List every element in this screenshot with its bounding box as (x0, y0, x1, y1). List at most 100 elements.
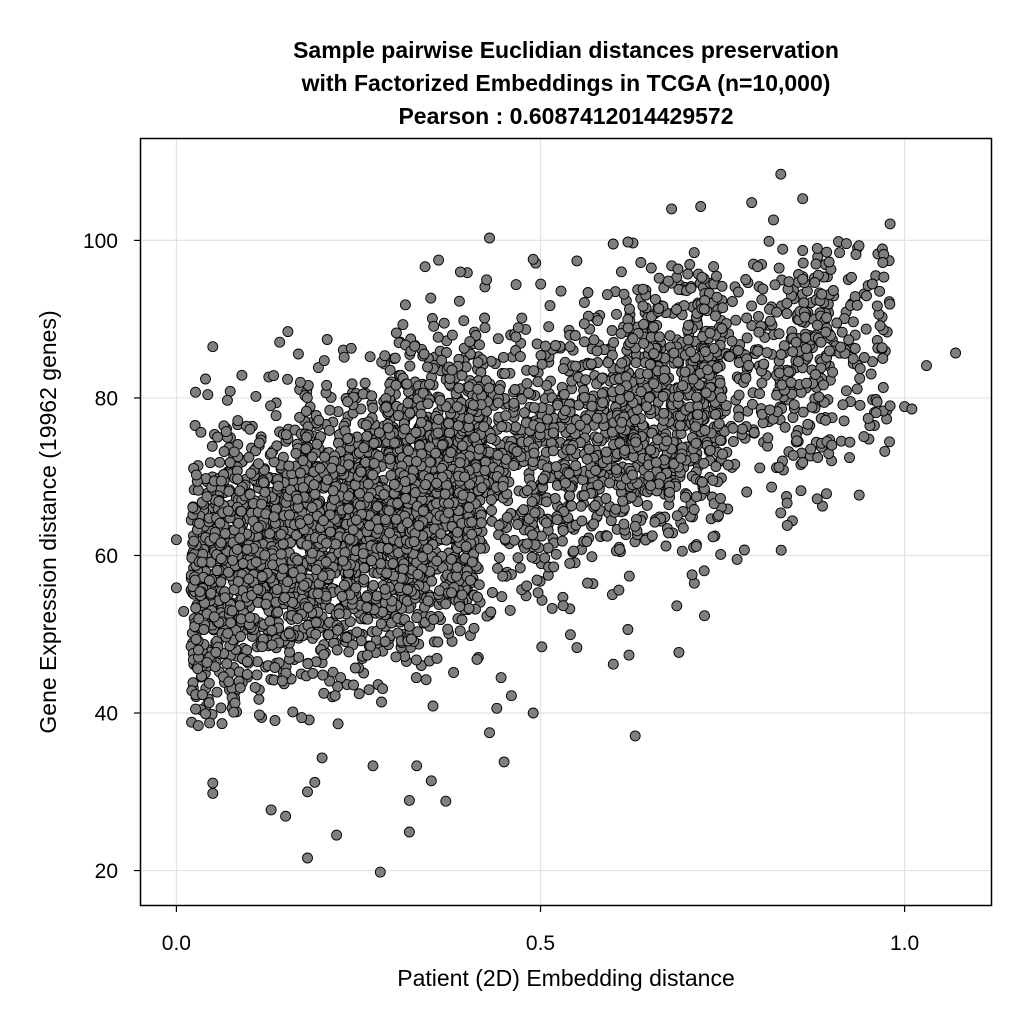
scatter-point (204, 717, 216, 729)
scatter-point (564, 629, 576, 641)
scatter-point (715, 392, 727, 404)
scatter-point (187, 502, 199, 513)
scatter-point (468, 622, 480, 634)
scatter-point (682, 334, 694, 346)
scatter-point (483, 382, 495, 394)
scatter-point (467, 399, 479, 411)
scatter-point (265, 400, 277, 412)
scatter-point (627, 469, 638, 481)
scatter-point (834, 247, 846, 259)
scatter-point (781, 297, 793, 309)
x-axis-label: Patient (2D) Embedding distance (397, 965, 735, 991)
scatter-point (496, 421, 508, 433)
scatter-point (284, 509, 295, 521)
scatter-point (460, 541, 472, 552)
scatter-point (777, 243, 789, 255)
scatter-point (509, 384, 521, 395)
scatter-point (170, 534, 182, 546)
scatter-point (716, 323, 728, 334)
scatter-point (232, 415, 244, 427)
scatter-point (854, 399, 866, 411)
scatter-point (266, 624, 278, 636)
scatter-point (733, 389, 745, 401)
scatter-point (711, 270, 722, 282)
scatter-point (531, 574, 543, 586)
scatter-point (679, 366, 691, 378)
scatter-point (253, 458, 264, 470)
scatter-point (527, 253, 539, 265)
scatter-point (452, 526, 463, 538)
scatter-point (775, 349, 787, 360)
scatter-point (495, 672, 507, 684)
scatter-point (324, 526, 336, 538)
y-tick-label: 100 (83, 230, 118, 253)
scatter-point (389, 352, 401, 364)
scatter-point (504, 604, 516, 616)
scatter-point (235, 631, 247, 642)
scatter-point (451, 562, 463, 573)
scatter-point (663, 527, 674, 539)
scatter-point (643, 470, 655, 482)
scatter-point (629, 414, 641, 426)
scatter-point (884, 436, 895, 448)
scatter-point (443, 498, 455, 510)
scatter-point (192, 720, 204, 732)
scatter-point (192, 663, 204, 675)
scatter-point (611, 464, 622, 476)
scatter-point (575, 500, 587, 512)
scatter-point (508, 534, 520, 546)
scatter-point (878, 271, 890, 283)
scatter-point (548, 561, 560, 573)
scatter-point (497, 480, 509, 492)
scatter-point (871, 396, 883, 408)
scatter-point (432, 331, 444, 343)
scatter-point (645, 262, 657, 274)
scatter-point (243, 573, 255, 585)
scatter-point (445, 447, 457, 458)
scatter-point (557, 600, 569, 612)
scatter-point (578, 318, 590, 330)
scatter-point (608, 337, 620, 348)
scatter-point (301, 392, 313, 404)
scatter-point (823, 256, 835, 268)
scatter-point (219, 592, 231, 604)
scatter-point (732, 286, 744, 298)
scatter-point (432, 636, 444, 648)
scatter-point (753, 326, 765, 338)
scatter-point (367, 579, 379, 591)
scatter-point (485, 494, 497, 506)
scatter-point (698, 457, 710, 469)
scatter-point (379, 636, 391, 647)
scatter-point (358, 573, 370, 585)
scatter-point (448, 667, 460, 678)
scatter-point (472, 383, 484, 395)
scatter-point (424, 378, 435, 390)
scatter-point (453, 382, 465, 394)
scatter-point (214, 517, 226, 529)
scatter-point (411, 612, 423, 624)
scatter-point (280, 429, 292, 441)
scatter-point (638, 318, 650, 330)
scatter-point (810, 258, 822, 270)
scatter-point (775, 544, 787, 556)
scatter-point (404, 407, 416, 419)
scatter-point (716, 280, 728, 292)
scatter-point (618, 288, 630, 300)
scatter-point (686, 569, 698, 581)
scatter-point (564, 557, 576, 569)
scatter-point (539, 552, 551, 564)
scatter-point (773, 328, 785, 340)
scatter-point (241, 656, 253, 667)
scatter-point (251, 669, 263, 681)
scatter-point (484, 727, 495, 739)
scatter-point (410, 654, 422, 666)
scatter-point (358, 442, 370, 454)
scatter-point (685, 346, 697, 358)
scatter-point (463, 501, 475, 513)
scatter-point (320, 556, 332, 568)
scatter-point (844, 452, 855, 464)
scatter-point (333, 608, 345, 620)
scatter-point (475, 542, 486, 554)
scatter-point (329, 690, 341, 702)
scatter-point (763, 235, 775, 247)
